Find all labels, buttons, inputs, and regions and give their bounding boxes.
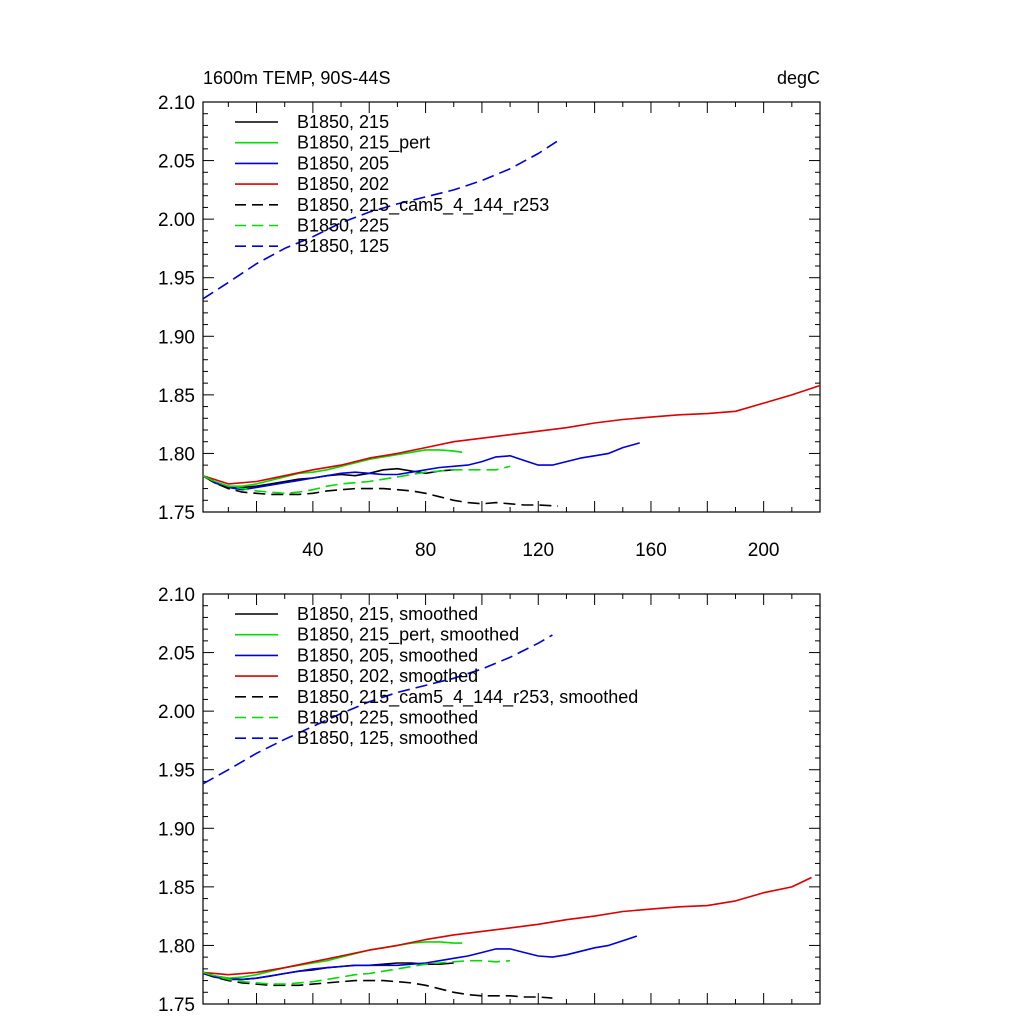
y-tick-label: 1.80: [158, 936, 195, 957]
series-line-4: [202, 971, 553, 999]
legend-label: B1850, 215_cam5_4_144_r253, smoothed: [297, 687, 638, 708]
series-line-5: [202, 959, 511, 985]
y-tick-label: 1.85: [158, 386, 195, 407]
chart-title: 1600m TEMP, 90S-44S: [203, 68, 390, 88]
y-tick-label: 2.10: [158, 93, 195, 114]
y-tick-label: 2.10: [158, 585, 195, 606]
series-line-6: [202, 634, 553, 785]
x-tick-label: 160: [635, 540, 667, 561]
series-line-2: [202, 935, 638, 981]
legend-label: B1850, 205, smoothed: [297, 645, 478, 665]
series-line-2: [202, 442, 640, 491]
legend-label: B1850, 205: [297, 153, 389, 173]
legend-label: B1850, 225, smoothed: [297, 708, 478, 728]
y-tick-label: 1.85: [158, 878, 195, 899]
series-line-6: [202, 140, 559, 300]
y-tick-label: 1.90: [158, 819, 195, 840]
y-tick-label: 2.00: [158, 702, 195, 723]
series-line-3: [202, 384, 821, 485]
panel-bottom: 1.75 1.80 1.85 1.90 1.95 2.00 2.05 2.10 B1850, 2…: [158, 585, 821, 1016]
series-line-4: [202, 475, 559, 507]
y-tick-label: 1.90: [158, 327, 195, 348]
legend-label: B1850, 215: [297, 112, 389, 132]
plot-frame: [202, 101, 821, 513]
legend-label: B1850, 215_pert: [297, 133, 430, 154]
y-tick-label: 2.05: [158, 644, 195, 665]
units-label: degC: [777, 68, 820, 88]
y-tick-label: 1.95: [158, 269, 195, 290]
series-line-1: [202, 941, 463, 980]
legend-label: B1850, 202: [297, 174, 389, 194]
y-tick-label: 2.05: [158, 152, 195, 173]
legend-label: B1850, 225: [297, 216, 389, 236]
legend-label: B1850, 202, smoothed: [297, 666, 478, 686]
y-tick-label: 1.80: [158, 444, 195, 465]
legend-label: B1850, 215_pert, smoothed: [297, 625, 519, 646]
series-line-5: [202, 465, 511, 495]
legend-label: B1850, 215, smoothed: [297, 604, 478, 624]
series-line-3: [202, 876, 812, 976]
plot-frame: [202, 593, 821, 1005]
legend-label: B1850, 215_cam5_4_144_r253: [297, 195, 549, 216]
y-tick-label: 1.95: [158, 761, 195, 782]
legend-label: B1850, 125: [297, 236, 389, 256]
x-tick-label: 80: [415, 540, 436, 561]
y-tick-label: 2.00: [158, 210, 195, 231]
y-tick-label: 1.75: [158, 995, 195, 1016]
y-tick-label: 1.75: [158, 503, 195, 524]
x-tick-label: 200: [748, 540, 780, 561]
series-line-1: [202, 449, 463, 488]
x-tick-label: 40: [302, 540, 323, 561]
panel-top: 1600m TEMP, 90S-44S degC 1.75 1.80 1.85 1.9…: [158, 68, 821, 561]
x-tick-label: 120: [522, 540, 554, 561]
legend-label: B1850, 125, smoothed: [297, 728, 478, 748]
